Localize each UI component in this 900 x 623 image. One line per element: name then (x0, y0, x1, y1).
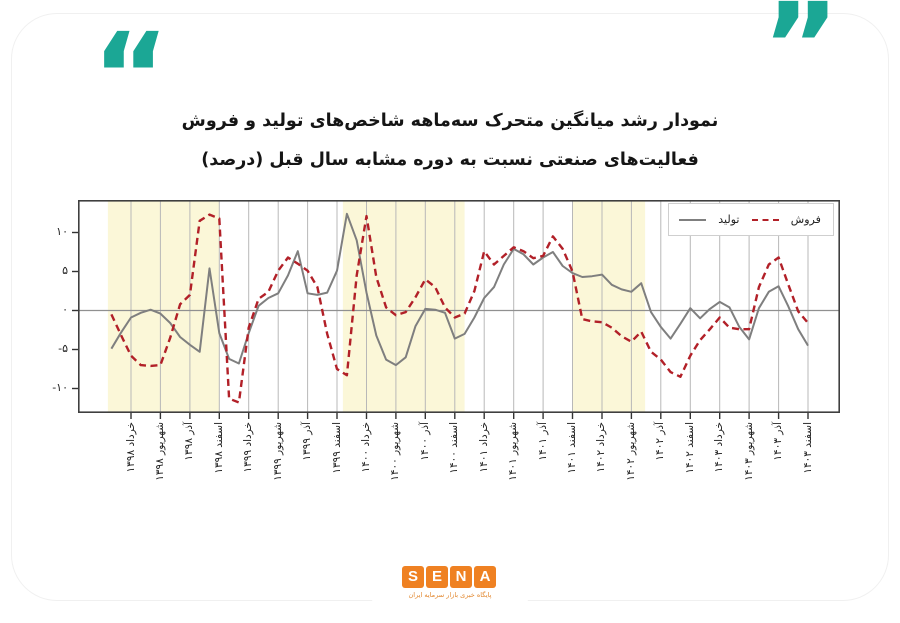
sena-logo-letter: E (426, 566, 448, 588)
x-axis-label: شهریور ۱۳۹۸ (154, 422, 166, 481)
y-axis-label: -۱۰ (52, 381, 68, 394)
chart-title: نمودار رشد میانگین متحرک سه‌ماهه شاخص‌ها… (0, 102, 900, 180)
x-axis-label: شهریور ۱۴۰۳ (743, 422, 755, 481)
x-axis-label: خرداد ۱۴۰۱ (478, 422, 490, 473)
sena-logo: S E N A (402, 566, 498, 588)
highlight-band (572, 200, 646, 413)
sales-line-sample (751, 218, 779, 221)
production-line-sample (679, 218, 707, 221)
x-axis-label: آذر ۱۴۰۳ (772, 422, 784, 461)
x-axis-label: اسفند ۱۴۰۰ (448, 422, 460, 474)
sena-logo-letter: N (450, 566, 472, 588)
y-axis-label: ۱۰ (56, 225, 68, 238)
x-axis-label: اسفند ۱۴۰۳ (802, 422, 814, 474)
y-axis-label: ۵ (62, 264, 68, 277)
x-axis-label: شهریور ۱۴۰۲ (625, 422, 637, 481)
x-axis-label: آذر ۱۳۹۸ (183, 422, 195, 461)
x-axis-label: خرداد ۱۴۰۰ (360, 422, 372, 473)
x-axis-label: آذر ۱۴۰۰ (419, 422, 431, 461)
x-axis-label: اسفند ۱۴۰۱ (566, 422, 578, 474)
x-axis-label: شهریور ۱۳۹۹ (272, 422, 284, 481)
x-axis-label: شهریور ۱۴۰۱ (507, 422, 519, 481)
highlight-band (107, 200, 220, 413)
legend-label-production: تولید (718, 213, 740, 226)
x-axis-label: شهریور ۱۴۰۰ (389, 422, 401, 481)
series-sales (110, 213, 809, 404)
x-axis-label: خرداد ۱۴۰۳ (713, 422, 725, 473)
plot-border (78, 200, 841, 413)
legend-label-sales: فروش (790, 213, 821, 226)
x-axis-label: خرداد ۱۳۹۸ (125, 422, 137, 473)
x-axis-label: اسفند ۱۳۹۸ (213, 422, 225, 474)
y-axis-label: ۰ (62, 303, 68, 316)
sena-logo-letter: S (402, 566, 424, 588)
x-axis-label: اسفند ۱۴۰۲ (684, 422, 696, 474)
chart-title-line1: نمودار رشد میانگین متحرک سه‌ماهه شاخص‌ها… (181, 111, 719, 131)
sena-logo-caption: پایگاه خبری بازار سرمایه ایران (408, 591, 492, 599)
x-axis-label: آذر ۱۴۰۱ (537, 422, 549, 461)
y-axis-label: -۵ (58, 342, 68, 355)
x-axis-label: خرداد ۱۳۹۹ (242, 422, 254, 473)
chart-title-line2: فعالیت‌های صنعتی نسبت به دوره مشابه سال … (201, 150, 699, 170)
chart-plot (72, 200, 841, 419)
sena-logo-letter: A (474, 566, 496, 588)
x-axis-label: خرداد ۱۴۰۲ (595, 422, 607, 473)
highlight-band (342, 200, 465, 413)
series-production (110, 212, 809, 367)
x-axis-label: آذر ۱۴۰۲ (654, 422, 666, 461)
x-axis-label: آذر ۱۳۹۹ (301, 422, 313, 461)
x-axis-label: اسفند ۱۳۹۹ (331, 422, 343, 474)
chart-legend: تولید فروش (668, 203, 834, 236)
